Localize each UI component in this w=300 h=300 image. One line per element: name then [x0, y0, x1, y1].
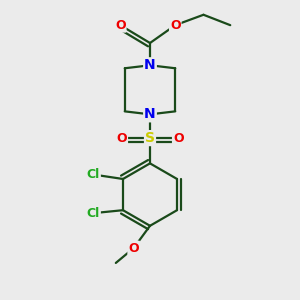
- Text: Cl: Cl: [87, 207, 100, 220]
- Text: N: N: [144, 58, 156, 72]
- Text: N: N: [144, 107, 156, 121]
- Text: Cl: Cl: [87, 168, 100, 181]
- Text: O: O: [115, 19, 126, 32]
- Text: S: S: [145, 131, 155, 145]
- Text: O: O: [116, 132, 127, 145]
- Text: O: O: [173, 132, 184, 145]
- Text: O: O: [128, 242, 139, 255]
- Text: O: O: [170, 19, 181, 32]
